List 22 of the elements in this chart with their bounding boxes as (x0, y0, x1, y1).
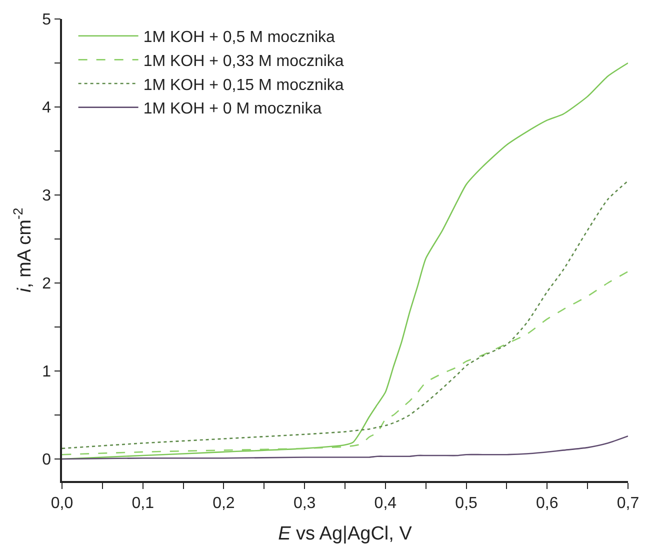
legend-label: 1M KOH + 0,15 M mocznika (143, 76, 344, 94)
legend-label: 1M KOH + 0 M mocznika (143, 100, 322, 118)
y-tick-label: 5 (42, 12, 52, 29)
y-tick-label: 0 (42, 452, 52, 469)
x-tick-label: 0,4 (374, 494, 397, 512)
legend-label: 1M KOH + 0,5 M mocznika (143, 29, 336, 46)
x-tick-label: 0,3 (293, 494, 316, 512)
x-tick-label: 0,1 (132, 494, 154, 512)
x-tick-label: 0,0 (50, 494, 74, 512)
x-tick-label: 0,5 (455, 494, 478, 512)
x-tick-label: 0,7 (616, 494, 640, 512)
legend-label: 1M KOH + 0,33 M mocznika (143, 52, 344, 70)
x-tick-label: 0,6 (536, 494, 558, 512)
x-tick-label: 0,2 (212, 494, 235, 512)
y-tick-label: 4 (42, 100, 52, 117)
line-series (62, 270, 628, 456)
y-tick-label: 1 (42, 364, 52, 381)
line-series (62, 180, 628, 450)
line-series (62, 435, 628, 460)
y-tick-label: 3 (42, 188, 52, 205)
x-axis-title: E vs Ag|AgCl, V (278, 523, 412, 544)
y-tick-label: 2 (42, 276, 52, 293)
